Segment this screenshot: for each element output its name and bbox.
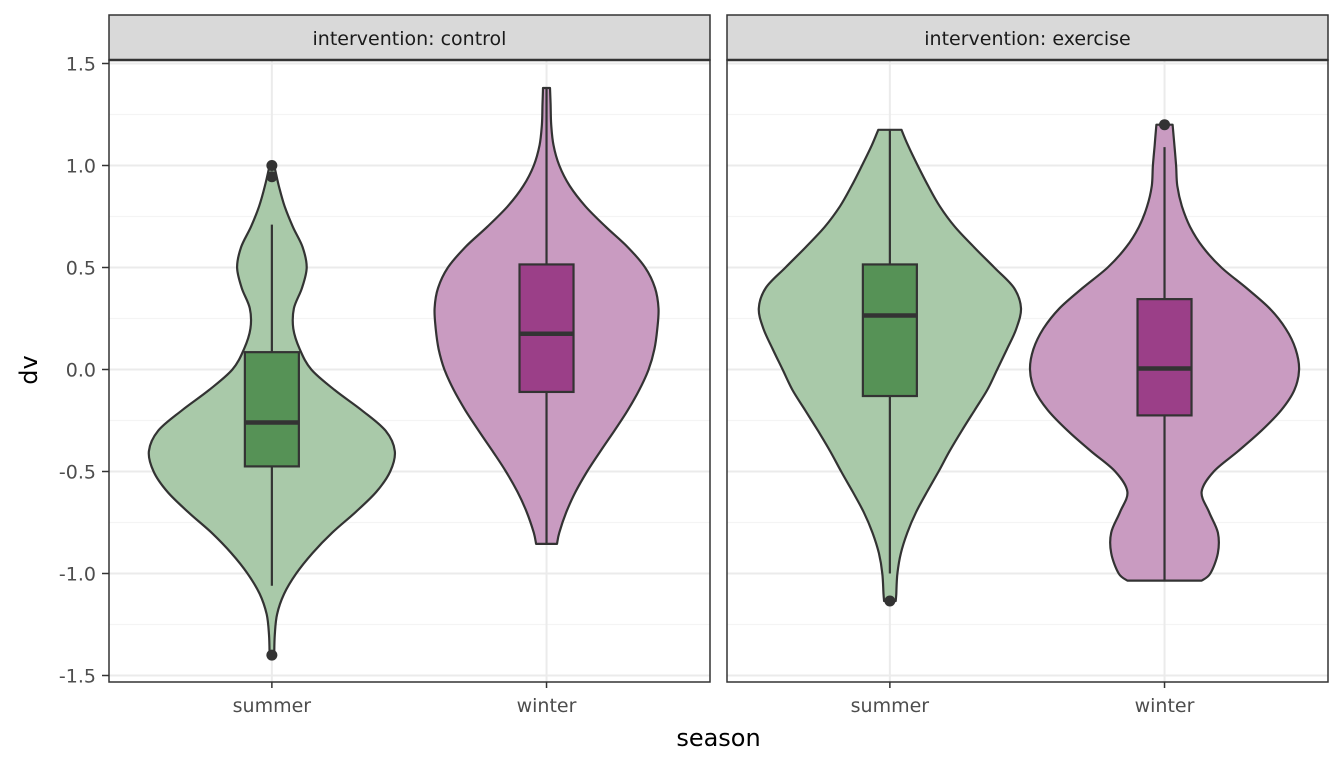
y-tick-label: -1.5: [59, 666, 96, 688]
group-summer: [757, 128, 1023, 607]
y-tick-label: 1.5: [66, 54, 96, 76]
outlier-point: [266, 160, 278, 171]
box-summer: [243, 351, 300, 468]
panel-2: intervention: exercise summer winter: [726, 14, 1329, 717]
x-axis-title: season: [676, 724, 760, 752]
facet-strip: [726, 14, 1329, 61]
box-winter: [518, 263, 575, 394]
facet-strip-label: intervention: exercise: [924, 28, 1131, 50]
y-tick-label: 0.5: [66, 258, 96, 280]
box-summer: [861, 263, 918, 398]
outlier-point: [1159, 119, 1171, 131]
x-tick-label: winter: [1135, 695, 1195, 717]
outlier-point: [266, 649, 278, 661]
x-tick-label: winter: [517, 695, 577, 717]
x-tick-label: summer: [851, 695, 930, 717]
y-axis-title: dv: [15, 355, 43, 384]
outlier-point: [884, 595, 896, 607]
y-axis: 1.5 1.0 0.5 0.0 -0.5 -1.0 -1.5: [59, 54, 109, 688]
group-summer: [147, 160, 397, 661]
y-tick-label: -0.5: [59, 462, 96, 484]
facet-strip-label: intervention: control: [313, 28, 507, 50]
x-tick-label: summer: [233, 695, 312, 717]
group-winter: [433, 86, 660, 545]
outlier-point: [266, 171, 278, 183]
y-tick-label: 1.0: [66, 156, 96, 178]
y-tick-label: 0.0: [66, 360, 96, 382]
group-winter: [1028, 119, 1301, 582]
panel-1: intervention: control summer winter: [108, 14, 711, 717]
box-winter: [1136, 298, 1193, 417]
y-tick-label: -1.0: [59, 564, 96, 586]
facet-strip: [108, 14, 711, 61]
